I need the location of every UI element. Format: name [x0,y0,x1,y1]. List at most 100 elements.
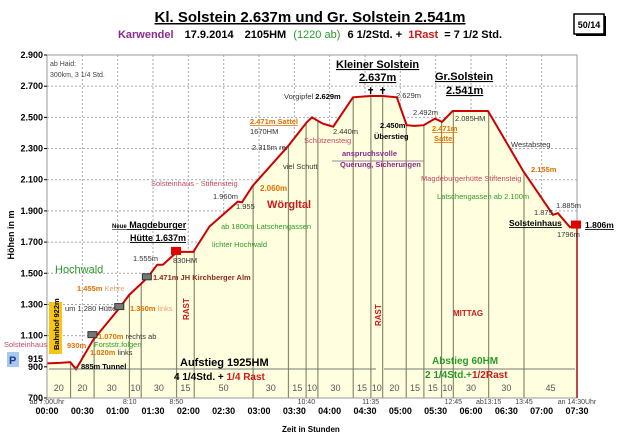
label-830hm: 830HM [173,256,197,265]
y-tick-label: 1.700 [20,237,43,247]
label-1020: 1.020m links [90,348,133,357]
label-bahnhof: Bahnhof 922m [52,298,61,350]
hut-icon [171,246,182,255]
profile-line [46,95,578,398]
hut-icon [87,331,98,339]
x-tick-label: 00:00 [35,406,58,416]
y-tick-label: 2.700 [20,81,43,91]
label-2440: 2.440m [333,127,358,136]
clock-time-label: 8:10 [123,399,137,406]
segment-lines [69,96,525,398]
x-axis-label: Zeit in Stunden [282,425,340,434]
label-schuetzensteig: Schützensteig [304,136,351,145]
label-1070: 1.070m rechts ab [98,332,156,341]
segment-duration: 30 [466,383,476,393]
segment-duration: 30 [501,383,511,393]
label-woergltal: Wörgltal [267,199,311,211]
x-tick-label: 04:30 [353,406,376,416]
label-viel-schutt: viel Schutt [283,162,319,171]
clock-time-label: ab13:15 [476,399,501,406]
y-axis: 2.900 2.700 2.500 2.300 2.100 1.900 1.700 1.500… [20,50,47,403]
links1-text: links [158,304,173,313]
label-2315: 2.315m re. [252,143,288,152]
segment-duration: 45 [545,383,555,393]
label-1885: 1.885m [556,201,581,210]
label-huette: Hütte 1.637m [130,233,186,243]
clock-time-label: 10:40 [298,399,316,406]
label-2155: 2.155m [531,165,557,174]
label-1796: 1796m [557,230,580,239]
segment-duration: 10 [442,383,452,393]
segment-duration: 20 [77,383,87,393]
label-rast-1: RAST [182,298,191,320]
label-westabsteg: Westabsteg [511,140,550,149]
duration: 6 1/2Std. + [347,29,402,41]
chart-subtitle: Karwendel 17.9.2014 2105HM (1220 ab) 6 1… [118,29,502,41]
note-ab-haid: ab Haid: [50,61,76,68]
x-tick-label: 01:30 [141,406,164,416]
label-2060: 2.060m [260,184,287,193]
y-tick-label: 1.900 [20,206,43,216]
label-aufstieg-time: 4 1/4Std. + 1/4 Rast [174,372,266,383]
label-aufstieg: Aufstieg 1925HM [180,357,269,369]
segment-duration: 20 [389,383,399,393]
hut-icon [141,273,152,281]
label-1875: 1.875 [534,208,553,217]
bahnhof-box [49,302,62,354]
x-tick-label: 06:00 [459,406,482,416]
label-anspruchsvolle: anspruchsvolle [342,149,397,158]
label-1280: um 1.280 Hütte [65,304,116,313]
h1070-text: 1.070m [98,332,124,341]
x-tick-label: 05:30 [424,406,447,416]
y-tick-label: 700 [28,393,43,403]
x-axis: 00:00 00:30 01:00 01:30 02:00 02:30 03:00 03:30… [35,406,588,416]
aufstieg-rest-text: 1/4 Rast [227,372,266,383]
summit-cross-icon: ✝ [367,86,375,96]
label-mittag: MITTAG [453,309,483,318]
label-1955: 1.955 [236,202,255,211]
label-1670hm: 1670HM [250,127,278,136]
x-tick-label: 03:30 [283,406,306,416]
y-tick-label: 2.100 [20,175,43,185]
segment-duration: 15 [410,383,420,393]
x-tick-label: 04:00 [318,406,341,416]
h1020-text: 1.020m [90,348,116,357]
x-tick-label: 06:30 [495,406,518,416]
badge-text: 50/14 [578,20,601,30]
label-2085hm: 2.085HM [455,114,485,123]
label-2492: 2.492m [413,108,438,117]
clock-time-label: 11:35 [362,399,379,406]
hm-down: (1220 ab) [293,29,340,41]
label-abstieg: Abstieg 60HM [432,356,498,367]
label-1555: 1.555m [133,254,158,263]
label-solsteinhaus-stiftensteig: Solsteinhaus - Stiftensteig [151,179,238,188]
label-rast-2: RAST [374,304,383,326]
clock-time-label: ab 7:00Uhr [30,399,65,406]
label-latschen-1800: ab 1800m Latschengassen [221,222,311,231]
clock-time-label: 13:45 [515,399,533,406]
segment-duration: 20 [54,383,64,393]
y-tick-label: 900 [28,362,43,372]
segment-duration: 10 [307,383,317,393]
x-tick-label: 05:00 [389,406,412,416]
label-2629b: 2.629m [396,91,421,100]
label-abstieg-time: 2 1/4Std.+1/2Rast [425,370,508,381]
chart-title: Kl. Solstein 2.637m und Gr. Solstein 2.5… [155,9,466,26]
y-axis-label: Höhen in m [6,211,16,260]
markers: ✝ ✝ [87,86,581,339]
note-haid-info: 300km, 3 1/4 Std. [50,72,105,79]
h1455-text: 1.455m [77,284,103,293]
x-tick-label: 07:30 [565,406,588,416]
label-gr-solstein: Gr.Solstein [435,71,493,83]
vorgipfel-text: Vorgipfel [284,92,314,101]
label-forststr: Forststr.folgen [94,340,142,349]
label-2471b: 2.471m [432,124,458,133]
label-1960: 1.960m [213,192,238,201]
clock-time-label: 12:45 [445,399,463,406]
label-latschen-2100: Latschengassen ab 2.100m [437,192,529,201]
rest: 1Rast [408,29,438,41]
badge: 50/14 [573,13,606,36]
y-tick-label: 1.100 [20,331,43,341]
label-930: 930m [67,341,87,350]
